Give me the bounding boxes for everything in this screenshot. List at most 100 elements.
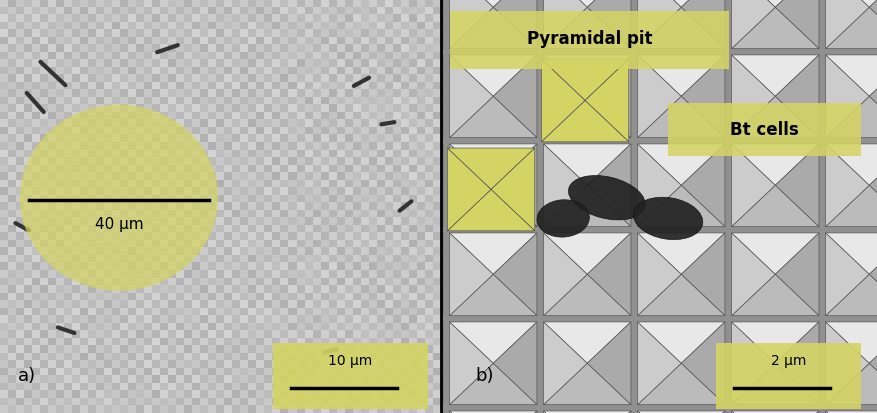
Bar — [112, 105, 120, 113]
Bar — [208, 368, 216, 375]
Bar — [336, 142, 344, 150]
Bar — [128, 142, 136, 150]
Bar — [0, 316, 8, 323]
Bar — [200, 195, 208, 203]
Bar — [256, 105, 264, 113]
Bar — [256, 188, 264, 195]
Bar — [112, 338, 120, 345]
Bar — [128, 293, 136, 300]
Bar — [192, 233, 200, 240]
Bar — [392, 38, 400, 45]
Bar — [104, 97, 112, 105]
Bar — [88, 353, 96, 361]
Bar — [112, 345, 120, 353]
Bar — [256, 38, 264, 45]
Bar — [104, 203, 112, 210]
Bar — [336, 83, 344, 90]
Bar — [152, 390, 160, 398]
Bar — [400, 271, 408, 278]
Bar — [32, 278, 40, 285]
Bar — [304, 165, 312, 173]
Bar — [152, 30, 160, 38]
Bar — [24, 293, 32, 300]
Bar — [64, 7, 72, 15]
Bar — [216, 323, 225, 330]
Bar — [104, 188, 112, 195]
Bar — [184, 30, 192, 38]
Bar — [200, 323, 208, 330]
Bar — [216, 271, 225, 278]
Bar — [48, 15, 56, 23]
Bar — [256, 23, 264, 30]
Bar — [168, 52, 176, 60]
Bar — [0, 293, 8, 300]
Bar — [144, 97, 152, 105]
Bar — [160, 278, 168, 285]
Bar — [96, 338, 104, 345]
Bar — [184, 293, 192, 300]
Bar — [168, 398, 176, 406]
Bar — [88, 203, 96, 210]
Polygon shape — [637, 186, 724, 227]
Bar — [289, 30, 296, 38]
Bar — [312, 165, 320, 173]
Polygon shape — [449, 145, 493, 227]
Bar — [296, 68, 304, 75]
Bar — [64, 165, 72, 173]
Bar — [24, 150, 32, 158]
Bar — [208, 255, 216, 263]
Bar — [168, 113, 176, 120]
Bar — [344, 330, 353, 338]
Bar — [417, 105, 424, 113]
Bar — [40, 173, 48, 180]
Bar — [32, 45, 40, 52]
Bar — [256, 0, 264, 7]
Bar — [32, 210, 40, 218]
Bar — [240, 323, 248, 330]
Bar — [184, 203, 192, 210]
Bar — [304, 345, 312, 353]
Bar — [408, 150, 417, 158]
Bar — [112, 75, 120, 83]
Bar — [168, 345, 176, 353]
Bar — [328, 375, 336, 383]
Bar — [392, 188, 400, 195]
Bar — [312, 240, 320, 248]
Bar — [144, 90, 152, 97]
Bar — [0, 83, 8, 90]
Bar — [304, 338, 312, 345]
Bar — [320, 390, 328, 398]
Bar — [353, 300, 360, 308]
Bar — [80, 30, 88, 38]
Bar — [376, 210, 384, 218]
Bar — [48, 180, 56, 188]
Bar — [312, 30, 320, 38]
Bar — [264, 293, 272, 300]
Bar — [144, 300, 152, 308]
Bar — [353, 23, 360, 30]
Bar — [40, 23, 48, 30]
Bar — [80, 338, 88, 345]
Bar — [104, 390, 112, 398]
Bar — [312, 375, 320, 383]
Bar — [48, 165, 56, 173]
Polygon shape — [731, 8, 818, 50]
Bar — [152, 45, 160, 52]
Bar — [417, 90, 424, 97]
Bar — [104, 7, 112, 15]
Bar — [32, 390, 40, 398]
Bar — [48, 120, 56, 128]
Bar — [64, 353, 72, 361]
Bar — [72, 180, 80, 188]
Bar — [289, 52, 296, 60]
Bar — [264, 263, 272, 271]
Bar — [160, 30, 168, 38]
Bar — [384, 75, 392, 83]
Bar — [296, 120, 304, 128]
Bar — [8, 248, 16, 255]
Bar — [128, 398, 136, 406]
Bar — [417, 218, 424, 225]
Bar — [384, 97, 392, 105]
Bar — [40, 30, 48, 38]
Bar — [328, 263, 336, 271]
